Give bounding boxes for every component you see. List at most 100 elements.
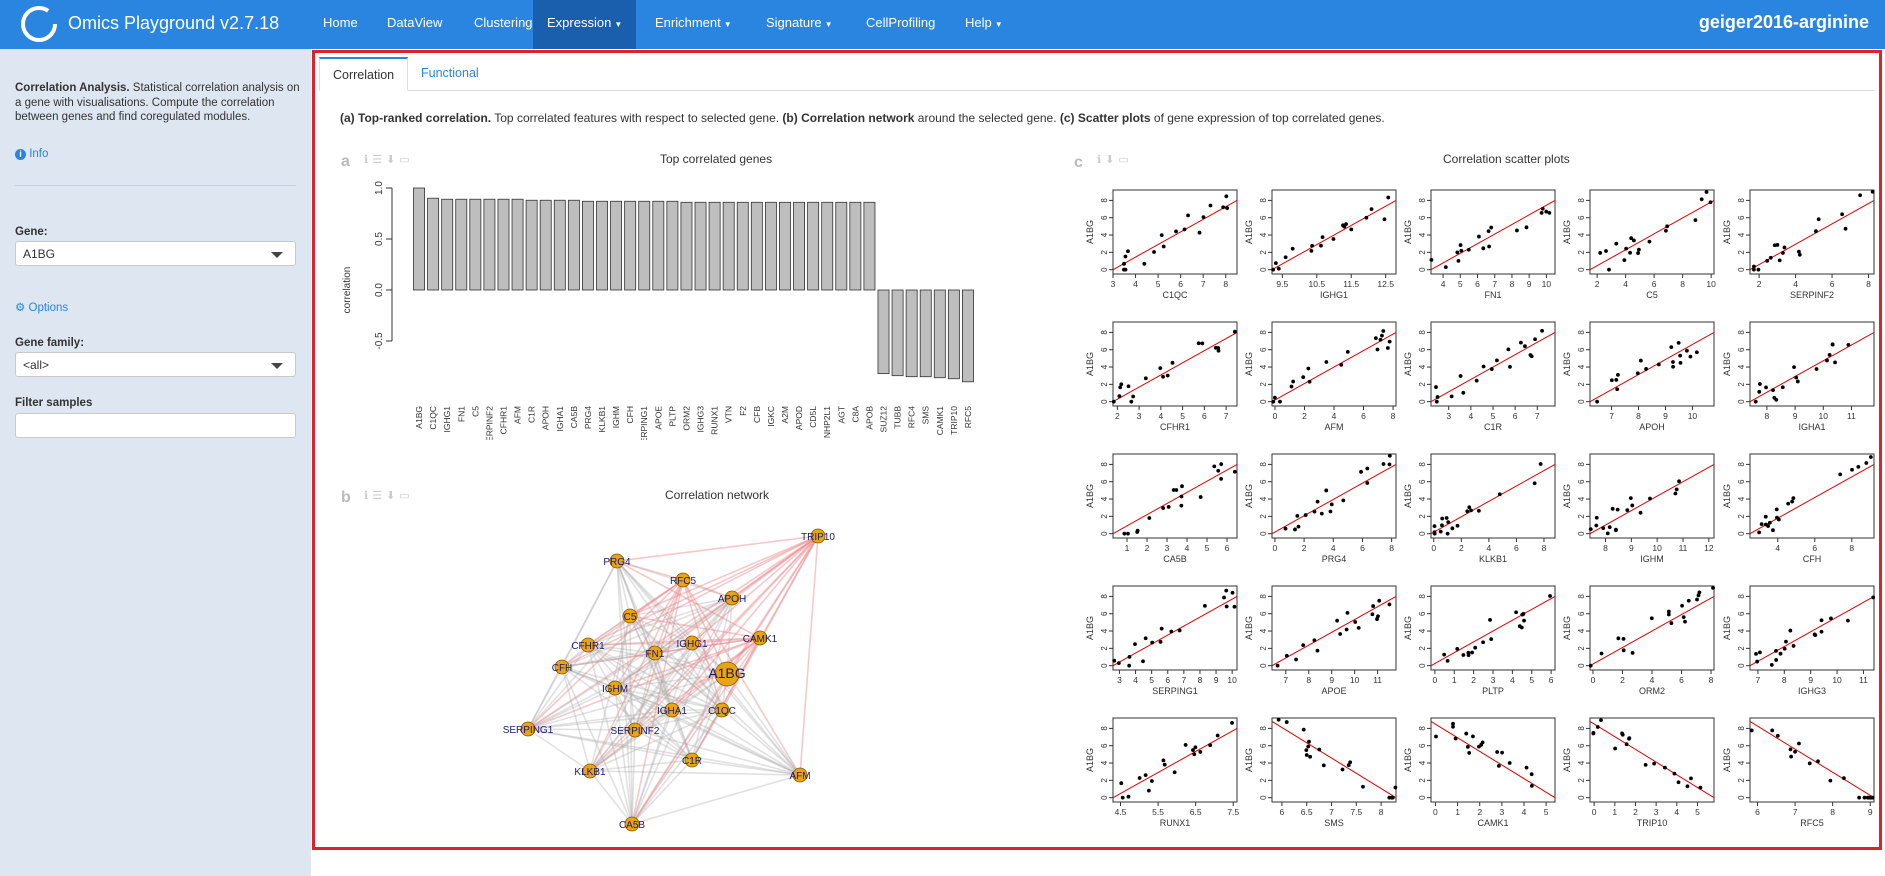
network-node-C1QC[interactable] (714, 702, 730, 718)
network-node-C5[interactable] (622, 608, 638, 624)
menu-icon[interactable]: ☰ (372, 154, 387, 166)
menu-icon[interactable]: ☰ (372, 490, 387, 502)
filter-samples-input[interactable] (15, 413, 296, 438)
network-edge (691, 637, 761, 761)
nav-expression[interactable]: Expression ▼ (533, 0, 637, 49)
scatter-point (1198, 495, 1203, 499)
scatter-point (1476, 508, 1481, 513)
tab-correlation[interactable]: Correlation (319, 57, 409, 91)
options-link[interactable]: ⚙ Options (15, 300, 68, 314)
network-edge (654, 597, 733, 654)
y-tick-label: 0 (1418, 795, 1427, 800)
scatter-point (1868, 455, 1873, 459)
gene-select[interactable]: A1BG (15, 241, 296, 266)
fit-line (1589, 595, 1715, 667)
y-tick-label: 6 (1100, 347, 1109, 352)
network-node-IGHG1[interactable] (684, 635, 700, 651)
nav-dataview[interactable]: DataView (373, 0, 456, 49)
x-tick-label: 8 (1709, 675, 1714, 685)
network-node-SERPINF2[interactable] (627, 722, 643, 738)
network-node-FN1[interactable] (647, 645, 663, 661)
fit-line (1749, 595, 1875, 667)
gene-family-select[interactable]: <all> (15, 352, 296, 377)
network-node-CFH[interactable] (554, 659, 570, 675)
scatter-point (1774, 507, 1779, 512)
bar-FN1 (455, 198, 468, 291)
network-edge (614, 535, 819, 689)
expand-icon[interactable]: ▭ (399, 490, 414, 502)
info-icon[interactable]: ℹ (364, 154, 373, 166)
network-node-C1R[interactable] (684, 752, 700, 768)
scatter-point (1489, 637, 1494, 641)
info-link[interactable]: i Info (15, 148, 48, 160)
network-node-label: IGHM (602, 684, 628, 695)
network-node-SERPING1[interactable] (520, 721, 536, 737)
scatter-point (1370, 612, 1375, 617)
x-axis-label: CAMK1 (1477, 818, 1508, 828)
x-tick-label: ORM2 (681, 406, 691, 431)
nav-home[interactable]: Home (309, 0, 372, 49)
scatter-point (1797, 741, 1801, 746)
scatter-point (1647, 239, 1652, 244)
network-node-AFM[interactable] (792, 767, 808, 783)
top-navbar: Omics Playground v2.7.18 Home DataView Clu… (0, 0, 1885, 49)
network-node-APOH[interactable] (724, 590, 740, 606)
info-icon[interactable]: ℹ (1097, 154, 1106, 166)
network-node-RFC5[interactable] (675, 572, 691, 588)
nav-signature[interactable]: Signature ▼ (752, 0, 847, 49)
x-tick-label: C1R (527, 406, 537, 423)
scatter-point (1666, 612, 1671, 617)
y-tick-label: 2 (1259, 514, 1268, 519)
scatter-point (1179, 494, 1184, 499)
network-node-CAMK1[interactable] (752, 630, 768, 646)
network-node-IGHA1[interactable] (664, 702, 680, 718)
nav-cellprofiling[interactable]: CellProfiling (852, 0, 949, 49)
network-node-IGHM[interactable] (607, 680, 623, 696)
nav-clustering[interactable]: Clustering (460, 0, 547, 49)
y-tick-label: 4 (1259, 364, 1268, 369)
scatter-point (1614, 378, 1619, 382)
x-tick-label: 0 (1592, 807, 1597, 817)
nav-enrichment[interactable]: Enrichment ▼ (641, 0, 746, 49)
network-node-CFHR1[interactable] (580, 637, 596, 653)
network-edge (614, 687, 801, 776)
network-edge (631, 709, 673, 825)
y-tick-label: 2 (1100, 382, 1109, 387)
scatter-point (1143, 636, 1148, 641)
scatter-point (1147, 516, 1152, 520)
fit-line (1430, 595, 1556, 667)
info-icon[interactable]: ℹ (364, 490, 373, 502)
x-tick-label: 6 (1679, 675, 1684, 685)
scatter-point (1681, 615, 1686, 620)
x-tick-label: 9 (1629, 543, 1634, 553)
network-node-A1BG[interactable] (714, 661, 740, 687)
omics-logo-icon[interactable] (20, 5, 58, 43)
network-edge (561, 642, 693, 668)
network-edge (629, 615, 723, 711)
network-node-CA5B[interactable] (624, 816, 640, 832)
bar-IGHM (610, 200, 623, 291)
download-icon[interactable]: ⬇ (386, 490, 400, 502)
scatter-point (1131, 394, 1136, 399)
expand-icon[interactable]: ▭ (399, 154, 414, 166)
scatter-point (1610, 506, 1615, 511)
app-title[interactable]: Omics Playground v2.7.18 (68, 13, 280, 33)
expand-icon[interactable]: ▭ (1118, 154, 1133, 166)
y-tick-label: 0 (1259, 267, 1268, 272)
y-tick-label: 4 (1418, 760, 1427, 765)
network-edge (616, 560, 723, 711)
tab-functional[interactable]: Functional (408, 57, 492, 91)
network-node-PRG4[interactable] (609, 553, 625, 569)
options-link-label: Options (28, 302, 69, 314)
download-icon[interactable]: ⬇ (386, 154, 400, 166)
scatter-point (1635, 371, 1640, 376)
network-node-TRIP10[interactable] (810, 528, 826, 544)
download-icon[interactable]: ⬇ (1105, 154, 1119, 166)
scatter-point (1792, 365, 1796, 370)
x-axis-label: SERPINF2 (1790, 290, 1834, 300)
nav-help[interactable]: Help ▼ (951, 0, 1017, 49)
scatter-point (1845, 618, 1850, 623)
scatter-point (1141, 659, 1145, 664)
project-name: geiger2016-arginine (1698, 12, 1869, 32)
network-node-KLKB1[interactable] (582, 763, 598, 779)
